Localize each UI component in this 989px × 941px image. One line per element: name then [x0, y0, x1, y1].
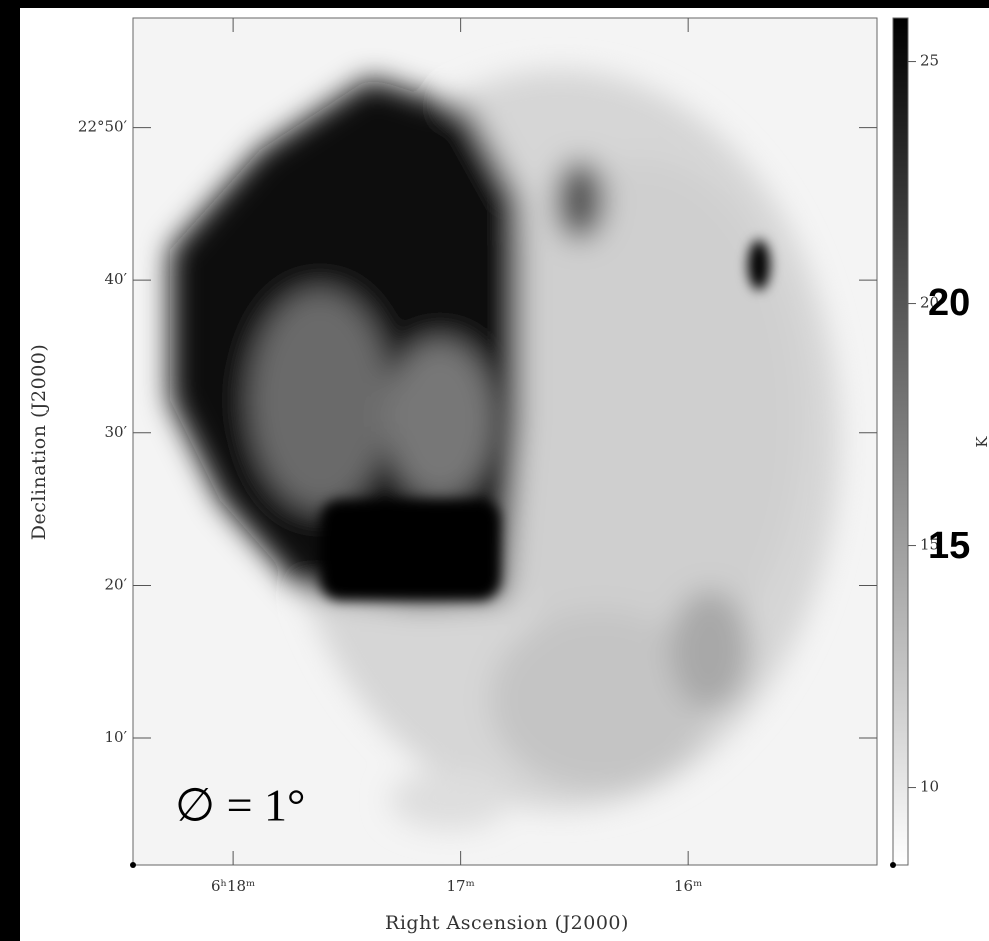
colorbar	[893, 18, 908, 865]
y-tick-label: 40′	[105, 270, 128, 288]
y-axis-title: Declination (J2000)	[28, 344, 50, 541]
x-tick-label: 16ᵐ	[674, 877, 702, 895]
corner-dot	[890, 862, 896, 868]
x-tick-label: 6ʰ18ᵐ	[211, 877, 255, 895]
colorbar-tick-label: 25	[920, 52, 939, 70]
y-tick-label: 20′	[105, 575, 128, 593]
figure: Right Ascension (J2000) Declination (J20…	[0, 0, 989, 941]
sky-image	[133, 18, 877, 865]
x-axis-title: Right Ascension (J2000)	[385, 912, 629, 934]
y-tick-label: 22°50′	[78, 118, 128, 136]
colorbar-title: K	[973, 436, 989, 448]
corner-dot	[130, 862, 136, 868]
beam-annotation: ∅ = 1°	[175, 780, 305, 831]
x-tick-label: 17ᵐ	[446, 877, 474, 895]
overlay-label: 15	[928, 525, 970, 567]
y-tick-label: 10′	[105, 728, 128, 746]
colorbar-tick-label: 10	[920, 778, 939, 796]
overlay-label: 20	[928, 282, 970, 324]
y-tick-label: 30′	[105, 423, 128, 441]
